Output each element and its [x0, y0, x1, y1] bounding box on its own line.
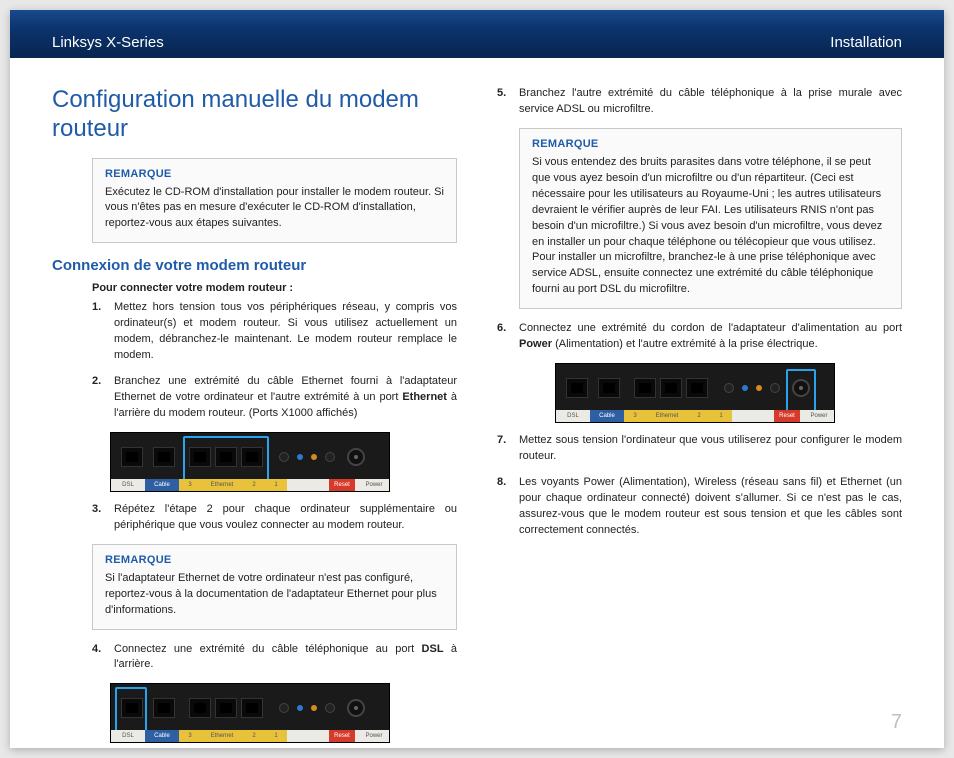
- router-panel-dsl: DSL Cable 3 Ethernet 2 1 Reset Power: [110, 683, 457, 743]
- step-3: Répétez l'étape 2 pour chaque ordinateur…: [92, 502, 457, 534]
- router-panel-power: DSL Cable 3 Ethernet 2 1 Reset Power: [555, 363, 902, 423]
- header-left: Linksys X-Series: [52, 34, 164, 51]
- step-5: Branchez l'autre extrémité du câble télé…: [497, 86, 902, 118]
- step-1: Mettez hors tension tous vos périphériqu…: [92, 300, 457, 364]
- header-right: Installation: [830, 34, 902, 51]
- note-title: REMARQUE: [105, 553, 444, 569]
- steps-list-right-3: Mettez sous tension l'ordinateur que vou…: [497, 433, 902, 539]
- step-2: Branchez une extrémité du câble Ethernet…: [92, 374, 457, 422]
- note-box-3: REMARQUE Si vous entendez des bruits par…: [519, 128, 902, 309]
- step-7: Mettez sous tension l'ordinateur que vou…: [497, 433, 902, 465]
- note-title: REMARQUE: [532, 137, 889, 153]
- note-title: REMARQUE: [105, 167, 444, 183]
- steps-list-left: Mettez hors tension tous vos périphériqu…: [92, 300, 457, 422]
- steps-list-right-1: Branchez l'autre extrémité du câble télé…: [497, 86, 902, 118]
- note-box-1: REMARQUE Exécutez le CD-ROM d'installati…: [92, 158, 457, 244]
- step-6: Connectez une extrémité du cordon de l'a…: [497, 321, 902, 353]
- step-8: Les voyants Power (Alimentation), Wirele…: [497, 475, 902, 539]
- section-subtitle: Connexion de votre modem routeur: [52, 257, 457, 274]
- step-4: Connectez une extrémité du câble télépho…: [92, 642, 457, 674]
- note-body: Si vous entendez des bruits parasites da…: [532, 155, 889, 298]
- header-bar: Linksys X-Series Installation: [10, 10, 944, 58]
- note-body: Si l'adaptateur Ethernet de votre ordina…: [105, 571, 444, 619]
- note-box-2: REMARQUE Si l'adaptateur Ethernet de vot…: [92, 544, 457, 630]
- page-title: Configuration manuelle du modem routeur: [52, 86, 457, 144]
- left-column: Configuration manuelle du modem routeur …: [52, 86, 457, 748]
- steps-list-left-2: Répétez l'étape 2 pour chaque ordinateur…: [92, 502, 457, 534]
- right-column: Branchez l'autre extrémité du câble télé…: [497, 86, 902, 748]
- content-area: Configuration manuelle du modem routeur …: [10, 58, 944, 748]
- lead-paragraph: Pour connecter votre modem routeur :: [92, 282, 457, 294]
- steps-list-right-2: Connectez une extrémité du cordon de l'a…: [497, 321, 902, 353]
- note-body: Exécutez le CD-ROM d'installation pour i…: [105, 185, 444, 233]
- router-panel-ethernet: DSL Cable 3 Ethernet 2 1 Reset Power: [110, 432, 457, 492]
- steps-list-left-3: Connectez une extrémité du câble télépho…: [92, 642, 457, 674]
- page-number: 7: [891, 711, 902, 734]
- page: Linksys X-Series Installation Configurat…: [10, 10, 944, 748]
